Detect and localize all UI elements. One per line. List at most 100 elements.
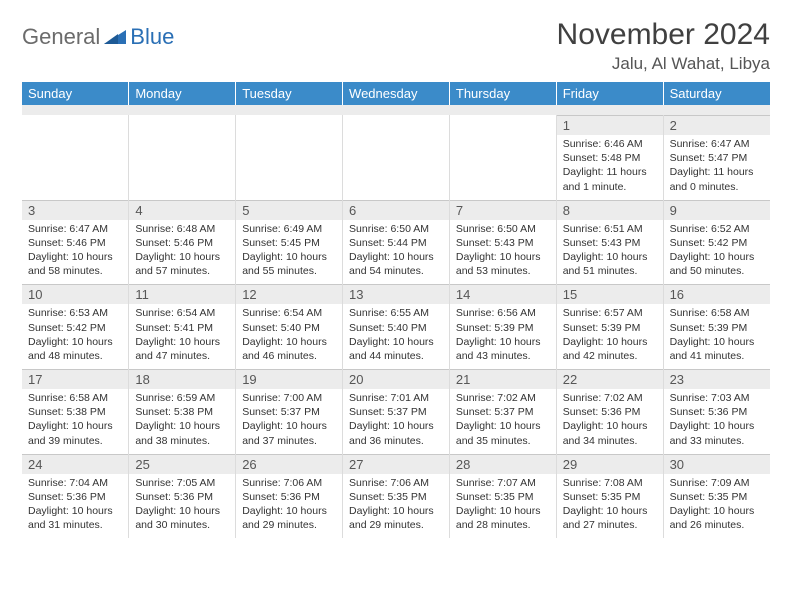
day-line: Sunset: 5:47 PM: [670, 151, 764, 165]
day-line: Daylight: 10 hours and 33 minutes.: [670, 419, 764, 447]
day-cell: 22Sunrise: 7:02 AMSunset: 5:36 PMDayligh…: [556, 369, 663, 454]
day-number: 20: [343, 369, 449, 389]
day-line: Daylight: 10 hours and 57 minutes.: [135, 250, 229, 278]
day-line: Daylight: 10 hours and 58 minutes.: [28, 250, 122, 278]
day-content: Sunrise: 6:49 AMSunset: 5:45 PMDaylight:…: [236, 220, 342, 285]
day-content: Sunrise: 7:03 AMSunset: 5:36 PMDaylight:…: [664, 389, 770, 454]
week-row: 3Sunrise: 6:47 AMSunset: 5:46 PMDaylight…: [22, 200, 770, 285]
day-content: Sunrise: 6:58 AMSunset: 5:39 PMDaylight:…: [664, 304, 770, 369]
day-line: Daylight: 10 hours and 48 minutes.: [28, 335, 122, 363]
day-line: Daylight: 10 hours and 26 minutes.: [670, 504, 764, 532]
day-number: 11: [129, 284, 235, 304]
day-header-row: Sunday Monday Tuesday Wednesday Thursday…: [22, 82, 770, 105]
day-line: Sunrise: 6:49 AM: [242, 222, 336, 236]
day-cell: 25Sunrise: 7:05 AMSunset: 5:36 PMDayligh…: [129, 454, 236, 539]
day-line: Daylight: 10 hours and 50 minutes.: [670, 250, 764, 278]
day-header: Saturday: [663, 82, 770, 105]
day-line: Sunrise: 6:52 AM: [670, 222, 764, 236]
day-content: Sunrise: 6:59 AMSunset: 5:38 PMDaylight:…: [129, 389, 235, 454]
day-cell: 10Sunrise: 6:53 AMSunset: 5:42 PMDayligh…: [22, 284, 129, 369]
day-cell: 19Sunrise: 7:00 AMSunset: 5:37 PMDayligh…: [236, 369, 343, 454]
day-cell: [236, 115, 343, 200]
day-line: Sunset: 5:46 PM: [135, 236, 229, 250]
day-line: Daylight: 10 hours and 43 minutes.: [456, 335, 550, 363]
day-number: 15: [557, 284, 663, 304]
day-line: Sunset: 5:44 PM: [349, 236, 443, 250]
day-content: Sunrise: 7:06 AMSunset: 5:36 PMDaylight:…: [236, 474, 342, 539]
day-cell: 23Sunrise: 7:03 AMSunset: 5:36 PMDayligh…: [663, 369, 770, 454]
day-content: Sunrise: 7:06 AMSunset: 5:35 PMDaylight:…: [343, 474, 449, 539]
title-block: November 2024 Jalu, Al Wahat, Libya: [557, 18, 770, 74]
day-line: Sunset: 5:35 PM: [670, 490, 764, 504]
day-number: 10: [22, 284, 128, 304]
day-line: Sunset: 5:42 PM: [28, 321, 122, 335]
day-line: Daylight: 10 hours and 28 minutes.: [456, 504, 550, 532]
day-line: Daylight: 10 hours and 51 minutes.: [563, 250, 657, 278]
day-header: Sunday: [22, 82, 129, 105]
day-number: 22: [557, 369, 663, 389]
day-line: Sunrise: 6:54 AM: [135, 306, 229, 320]
day-content: Sunrise: 6:50 AMSunset: 5:43 PMDaylight:…: [450, 220, 556, 285]
day-content: Sunrise: 6:54 AMSunset: 5:40 PMDaylight:…: [236, 304, 342, 369]
day-line: Sunset: 5:35 PM: [563, 490, 657, 504]
day-line: Daylight: 10 hours and 35 minutes.: [456, 419, 550, 447]
day-number: 6: [343, 200, 449, 220]
day-number: 19: [236, 369, 342, 389]
day-content: Sunrise: 6:57 AMSunset: 5:39 PMDaylight:…: [557, 304, 663, 369]
day-content: Sunrise: 7:09 AMSunset: 5:35 PMDaylight:…: [664, 474, 770, 539]
day-line: Sunrise: 6:54 AM: [242, 306, 336, 320]
day-line: Sunrise: 7:01 AM: [349, 391, 443, 405]
day-line: Sunset: 5:39 PM: [670, 321, 764, 335]
day-content: Sunrise: 6:47 AMSunset: 5:47 PMDaylight:…: [664, 135, 770, 200]
day-line: Sunset: 5:45 PM: [242, 236, 336, 250]
day-content: Sunrise: 7:01 AMSunset: 5:37 PMDaylight:…: [343, 389, 449, 454]
day-line: Sunset: 5:41 PM: [135, 321, 229, 335]
day-line: Sunrise: 6:47 AM: [28, 222, 122, 236]
day-line: Sunset: 5:48 PM: [563, 151, 657, 165]
day-number: 23: [664, 369, 770, 389]
day-line: Sunrise: 6:58 AM: [670, 306, 764, 320]
day-line: Daylight: 10 hours and 54 minutes.: [349, 250, 443, 278]
day-line: Sunrise: 6:55 AM: [349, 306, 443, 320]
day-line: Daylight: 11 hours and 0 minutes.: [670, 165, 764, 193]
week-row: 24Sunrise: 7:04 AMSunset: 5:36 PMDayligh…: [22, 454, 770, 539]
day-line: Sunset: 5:43 PM: [563, 236, 657, 250]
day-line: Sunrise: 6:50 AM: [349, 222, 443, 236]
day-line: Sunset: 5:38 PM: [135, 405, 229, 419]
day-number: 30: [664, 454, 770, 474]
day-line: Sunrise: 6:46 AM: [563, 137, 657, 151]
day-line: Daylight: 10 hours and 53 minutes.: [456, 250, 550, 278]
day-cell: [343, 115, 450, 200]
day-cell: 5Sunrise: 6:49 AMSunset: 5:45 PMDaylight…: [236, 200, 343, 285]
day-cell: 29Sunrise: 7:08 AMSunset: 5:35 PMDayligh…: [556, 454, 663, 539]
day-cell: 27Sunrise: 7:06 AMSunset: 5:35 PMDayligh…: [343, 454, 450, 539]
day-number: 2: [664, 115, 770, 135]
day-content: Sunrise: 6:48 AMSunset: 5:46 PMDaylight:…: [129, 220, 235, 285]
day-number: 29: [557, 454, 663, 474]
day-header: Tuesday: [236, 82, 343, 105]
day-number: 8: [557, 200, 663, 220]
day-line: Sunset: 5:36 PM: [670, 405, 764, 419]
week-row: 10Sunrise: 6:53 AMSunset: 5:42 PMDayligh…: [22, 284, 770, 369]
day-line: Sunrise: 7:07 AM: [456, 476, 550, 490]
day-content: Sunrise: 6:46 AMSunset: 5:48 PMDaylight:…: [557, 135, 663, 200]
day-line: Daylight: 10 hours and 29 minutes.: [349, 504, 443, 532]
day-content: [450, 120, 556, 182]
day-header: Thursday: [449, 82, 556, 105]
day-cell: 6 Sunrise: 6:50 AMSunset: 5:44 PMDaylight…: [343, 200, 450, 285]
logo: General Blue: [22, 24, 174, 50]
day-number: 21: [450, 369, 556, 389]
day-line: Daylight: 10 hours and 46 minutes.: [242, 335, 336, 363]
day-cell: 30Sunrise: 7:09 AMSunset: 5:35 PMDayligh…: [663, 454, 770, 539]
day-line: Sunset: 5:36 PM: [242, 490, 336, 504]
day-line: Daylight: 10 hours and 30 minutes.: [135, 504, 229, 532]
day-line: Daylight: 10 hours and 44 minutes.: [349, 335, 443, 363]
day-number: 12: [236, 284, 342, 304]
day-number: 14: [450, 284, 556, 304]
day-content: [22, 120, 128, 182]
day-number: 7: [450, 200, 556, 220]
day-line: Daylight: 10 hours and 38 minutes.: [135, 419, 229, 447]
day-line: Daylight: 10 hours and 27 minutes.: [563, 504, 657, 532]
day-content: Sunrise: 7:02 AMSunset: 5:36 PMDaylight:…: [557, 389, 663, 454]
day-header: Monday: [129, 82, 236, 105]
